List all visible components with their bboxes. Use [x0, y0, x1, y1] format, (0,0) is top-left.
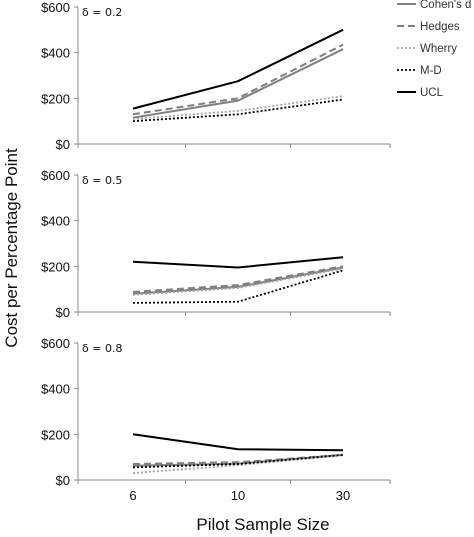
series-line-cohen-s-d — [132, 48, 344, 119]
series-line-ucl — [132, 256, 344, 269]
panel-3: $0 $200 $400 $600 δ = 0.8 — [41, 336, 391, 488]
y-tick-label: $0 — [56, 137, 70, 152]
panel-2: $0 $200 $400 $600 δ = 0.5 — [41, 168, 391, 320]
y-tick-label: $400 — [41, 382, 70, 397]
y-tick-label: $600 — [41, 0, 70, 15]
x-tick-label: 30 — [336, 488, 350, 503]
y-tick-label: $0 — [56, 473, 70, 488]
series-line-wherry — [132, 267, 344, 296]
series-line-ucl — [132, 28, 344, 110]
y-tick-label: $400 — [41, 214, 70, 229]
series-line-hedges — [132, 265, 344, 293]
y-tick-label: $600 — [41, 168, 70, 183]
series-line-hedges — [132, 453, 344, 465]
panel-label: δ = 0.8 — [82, 342, 122, 355]
series-line-wherry — [132, 95, 344, 120]
legend-label-m-d: M-D — [420, 65, 442, 77]
series-line-cohen-s-d — [132, 266, 344, 295]
legend-label-hedges: Hedges — [420, 21, 460, 33]
panel-label: δ = 0.2 — [82, 6, 122, 19]
x-axis-title: Pilot Sample Size — [196, 515, 329, 534]
y-tick-label: $0 — [56, 305, 70, 320]
y-tick-label: $600 — [41, 336, 70, 351]
legend-label-cohen-s-d: Cohen's d — [420, 0, 471, 11]
x-tick-label: 10 — [231, 488, 245, 503]
panel-1: $0 $200 $400 $600 δ = 0.2 — [41, 0, 391, 152]
legend: Cohen's d Hedges Wherry M-D UCL — [397, 0, 471, 99]
series-line-ucl — [132, 433, 344, 452]
y-tick-label: $400 — [41, 46, 70, 61]
legend-label-wherry: Wherry — [420, 43, 457, 55]
series-line-m-d — [132, 269, 344, 304]
x-tick-label: 6 — [129, 488, 136, 503]
series-line-m-d — [132, 98, 344, 123]
y-tick-label: $200 — [41, 259, 70, 274]
series-line-m-d — [132, 454, 344, 469]
series-line-hedges — [132, 43, 344, 116]
series-line-wherry — [132, 454, 344, 474]
legend-label-ucl: UCL — [420, 87, 444, 99]
panel-label: δ = 0.5 — [82, 174, 122, 187]
y-axis-title: Cost per Percentage Point — [2, 148, 21, 348]
y-tick-label: $200 — [41, 91, 70, 106]
y-tick-label: $200 — [41, 427, 70, 442]
